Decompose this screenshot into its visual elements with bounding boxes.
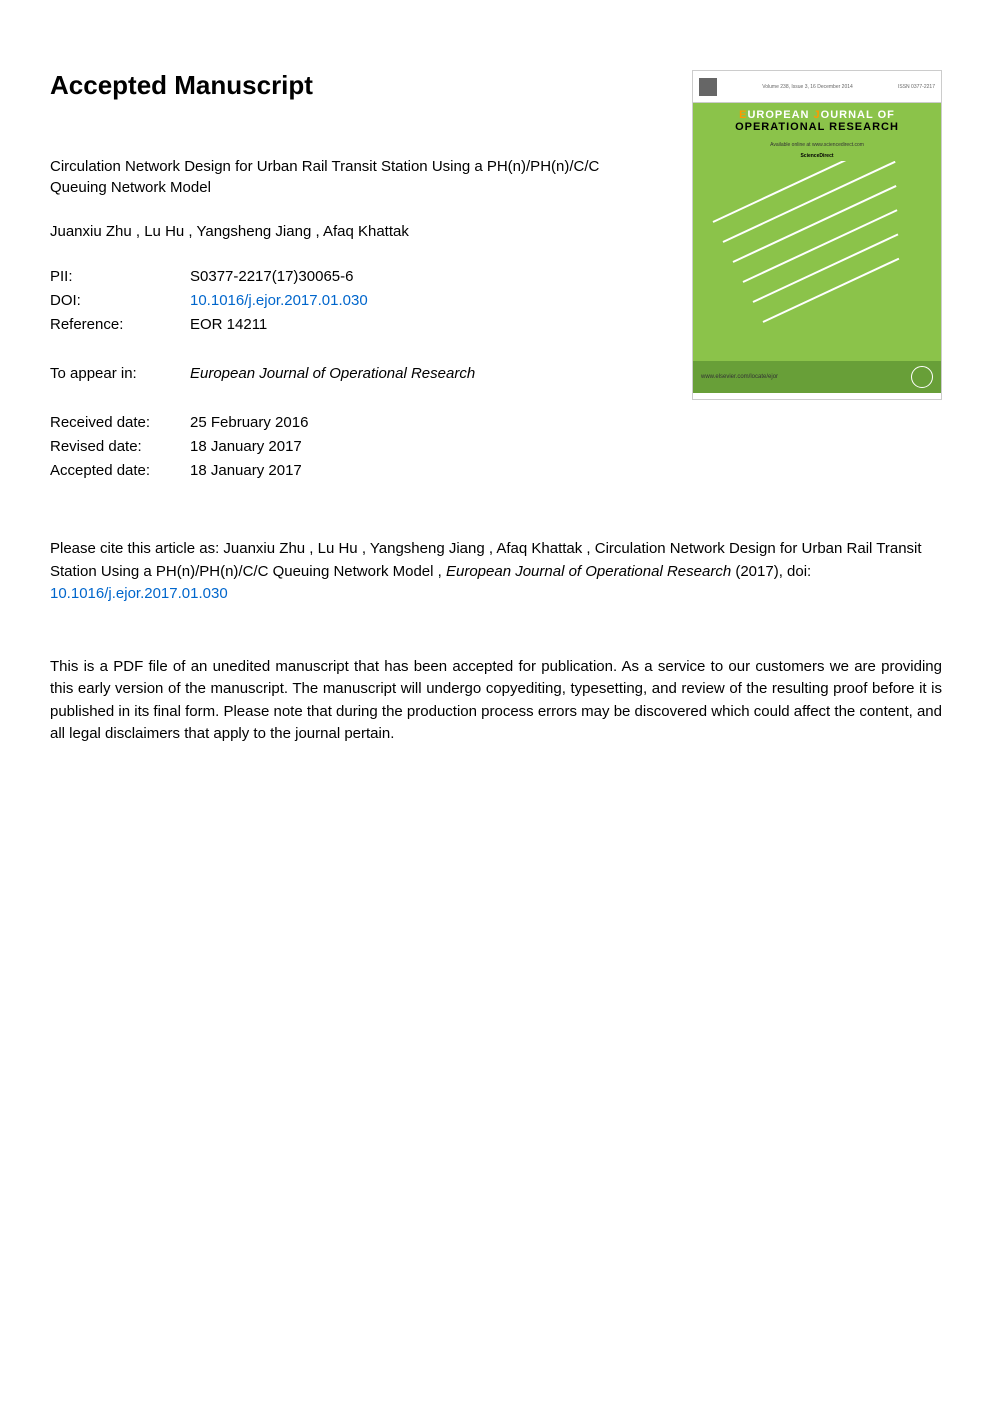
- thumb-header: Volume 238, Issue 3, 16 December 2014 IS…: [693, 71, 941, 103]
- received-value: 25 February 2016: [190, 411, 308, 435]
- journal-cover-thumbnail: Volume 238, Issue 3, 16 December 2014 IS…: [692, 70, 942, 400]
- pii-value: S0377-2217(17)30065-6: [190, 265, 353, 289]
- appear-row: To appear in: European Journal of Operat…: [50, 362, 630, 386]
- elsevier-logo-icon: [699, 78, 717, 96]
- thumb-graphic-lines: [693, 161, 941, 361]
- metadata-block-3: Received date: 25 February 2016 Revised …: [50, 411, 630, 483]
- pii-label: PII:: [50, 265, 190, 289]
- thumb-esearch: ESEARCH: [838, 121, 899, 133]
- thumb-j: J: [814, 109, 821, 121]
- accepted-value: 18 January 2017: [190, 459, 302, 483]
- revised-label: Revised date:: [50, 435, 190, 459]
- citation-journal: European Journal of Operational Research: [446, 563, 731, 580]
- thumb-logo-icon: [911, 366, 933, 388]
- thumb-url: www.elsevier.com/locate/ejor: [701, 374, 778, 380]
- reference-row: Reference: EOR 14211: [50, 313, 630, 337]
- thumb-r: R: [829, 121, 838, 133]
- thumb-perational: PERATIONAL: [745, 121, 830, 133]
- thumb-footer: www.elsevier.com/locate/ejor: [693, 361, 941, 393]
- metadata-block-1: PII: S0377-2217(17)30065-6 DOI: 10.1016/…: [50, 265, 630, 337]
- appear-value: European Journal of Operational Research: [190, 362, 475, 386]
- thumb-issn-text: ISSN 0377-2217: [898, 84, 935, 90]
- accepted-row: Accepted date: 18 January 2017: [50, 459, 630, 483]
- thumb-subtitle: Available online at www.sciencedirect.co…: [693, 139, 941, 151]
- metadata-block-2: To appear in: European Journal of Operat…: [50, 362, 630, 386]
- doi-label: DOI:: [50, 289, 190, 313]
- thumb-o: O: [735, 121, 745, 133]
- appear-label: To appear in:: [50, 362, 190, 386]
- received-row: Received date: 25 February 2016: [50, 411, 630, 435]
- reference-value: EOR 14211: [190, 313, 267, 337]
- citation-year: (2017), doi:: [731, 563, 811, 580]
- thumb-journal-title: EUROPEAN JOURNAL OF OPERATIONAL RESEARCH: [693, 103, 941, 139]
- thumb-body: [693, 161, 941, 361]
- revised-value: 18 January 2017: [190, 435, 302, 459]
- thumb-uropean: UROPEAN: [747, 109, 813, 121]
- doi-link[interactable]: 10.1016/j.ejor.2017.01.030: [190, 289, 368, 313]
- citation-doi-link[interactable]: 10.1016/j.ejor.2017.01.030: [50, 585, 228, 602]
- disclaimer-text: This is a PDF file of an unedited manusc…: [50, 656, 942, 746]
- received-label: Received date:: [50, 411, 190, 435]
- pii-row: PII: S0377-2217(17)30065-6: [50, 265, 630, 289]
- thumb-title-line1: EUROPEAN JOURNAL OF: [701, 109, 933, 121]
- manuscript-title: Circulation Network Design for Urban Rai…: [50, 156, 630, 198]
- accepted-label: Accepted date:: [50, 459, 190, 483]
- doi-row: DOI: 10.1016/j.ejor.2017.01.030: [50, 289, 630, 313]
- thumb-title-line2: OPERATIONAL RESEARCH: [701, 121, 933, 133]
- revised-row: Revised date: 18 January 2017: [50, 435, 630, 459]
- reference-label: Reference:: [50, 313, 190, 337]
- authors: Juanxiu Zhu , Lu Hu , Yangsheng Jiang , …: [50, 223, 630, 240]
- page-heading: Accepted Manuscript: [50, 70, 630, 101]
- thumb-ournal: OURNAL OF: [821, 109, 895, 121]
- thumb-volume-text: Volume 238, Issue 3, 16 December 2014: [762, 84, 853, 90]
- thumb-sciencedirect: ScienceDirect: [693, 151, 941, 161]
- citation-text: Please cite this article as: Juanxiu Zhu…: [50, 538, 942, 606]
